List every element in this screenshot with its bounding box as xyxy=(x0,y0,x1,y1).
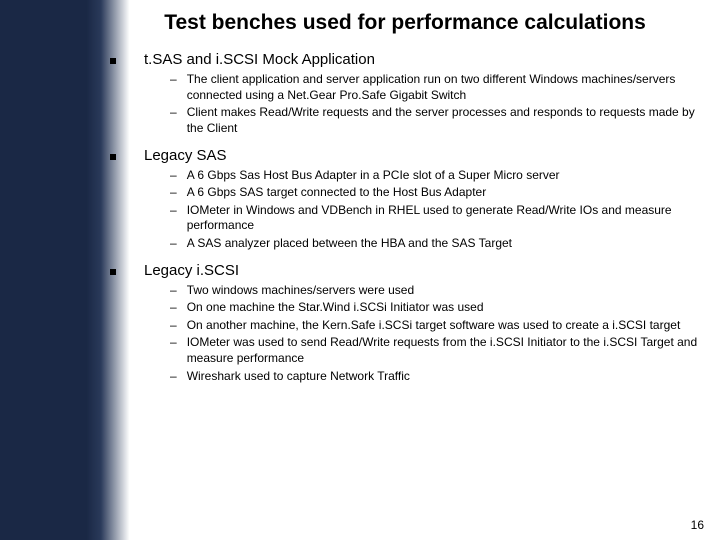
list-item: –Client makes Read/Write requests and th… xyxy=(170,105,700,136)
list-item: –Wireshark used to capture Network Traff… xyxy=(170,369,700,385)
list-item: –A SAS analyzer placed between the HBA a… xyxy=(170,236,700,252)
section-header: t.SAS and i.SCSI Mock Application xyxy=(110,51,700,68)
dash-icon: – xyxy=(170,283,177,299)
dash-icon: – xyxy=(170,105,177,121)
section-0: t.SAS and i.SCSI Mock Application –The cl… xyxy=(110,51,700,136)
square-bullet-icon xyxy=(110,269,116,275)
sub-list: –A 6 Gbps Sas Host Bus Adapter in a PCIe… xyxy=(170,168,700,252)
list-item: –IOMeter was used to send Read/Write req… xyxy=(170,335,700,366)
list-item-text: Client makes Read/Write requests and the… xyxy=(187,105,700,136)
section-header: Legacy SAS xyxy=(110,147,700,164)
list-item-text: Wireshark used to capture Network Traffi… xyxy=(187,369,410,385)
section-heading: Legacy i.SCSI xyxy=(144,262,239,279)
dash-icon: – xyxy=(170,185,177,201)
section-1: Legacy SAS–A 6 Gbps Sas Host Bus Adapter… xyxy=(110,147,700,252)
section-heading: t.SAS and i.SCSI Mock Application xyxy=(144,51,375,68)
list-item-text: IOMeter in Windows and VDBench in RHEL u… xyxy=(187,203,700,234)
list-item: –Two windows machines/servers were used xyxy=(170,283,700,299)
list-item-text: IOMeter was used to send Read/Write requ… xyxy=(187,335,700,366)
list-item: –A 6 Gbps SAS target connected to the Ho… xyxy=(170,185,700,201)
dash-icon: – xyxy=(170,236,177,252)
section-2: Legacy i.SCSI–Two windows machines/serve… xyxy=(110,262,700,385)
dash-icon: – xyxy=(170,335,177,351)
dash-icon: – xyxy=(170,369,177,385)
sub-list: –The client application and server appli… xyxy=(170,72,700,136)
sub-list: –Two windows machines/servers were used–… xyxy=(170,283,700,385)
section-heading: Legacy SAS xyxy=(144,147,227,164)
section-header: Legacy i.SCSI xyxy=(110,262,700,279)
page-number: 16 xyxy=(691,518,704,532)
dash-icon: – xyxy=(170,72,177,88)
list-item-text: Two windows machines/servers were used xyxy=(187,283,414,299)
list-item-text: The client application and server applic… xyxy=(187,72,700,103)
dash-icon: – xyxy=(170,318,177,334)
slide-content: Test benches used for performance calcul… xyxy=(110,10,700,530)
sections-container: t.SAS and i.SCSI Mock Application–The cl… xyxy=(110,51,700,384)
list-item: –On another machine, the Kern.Safe i.SCS… xyxy=(170,318,700,334)
list-item-text: A 6 Gbps Sas Host Bus Adapter in a PCIe … xyxy=(187,168,560,184)
slide-title: Test benches used for performance calcul… xyxy=(140,10,670,35)
list-item-text: A SAS analyzer placed between the HBA an… xyxy=(187,236,512,252)
list-item: –On one machine the Star.Wind i.SCSi Ini… xyxy=(170,300,700,316)
list-item: –The client application and server appli… xyxy=(170,72,700,103)
dash-icon: – xyxy=(170,300,177,316)
list-item: –IOMeter in Windows and VDBench in RHEL … xyxy=(170,203,700,234)
list-item: –A 6 Gbps Sas Host Bus Adapter in a PCIe… xyxy=(170,168,700,184)
square-bullet-icon xyxy=(110,154,116,160)
list-item-text: On another machine, the Kern.Safe i.SCSi… xyxy=(187,318,681,334)
square-bullet-icon xyxy=(110,58,116,64)
list-item-text: A 6 Gbps SAS target connected to the Hos… xyxy=(187,185,487,201)
list-item-text: On one machine the Star.Wind i.SCSi Init… xyxy=(187,300,484,316)
dash-icon: – xyxy=(170,168,177,184)
dash-icon: – xyxy=(170,203,177,219)
